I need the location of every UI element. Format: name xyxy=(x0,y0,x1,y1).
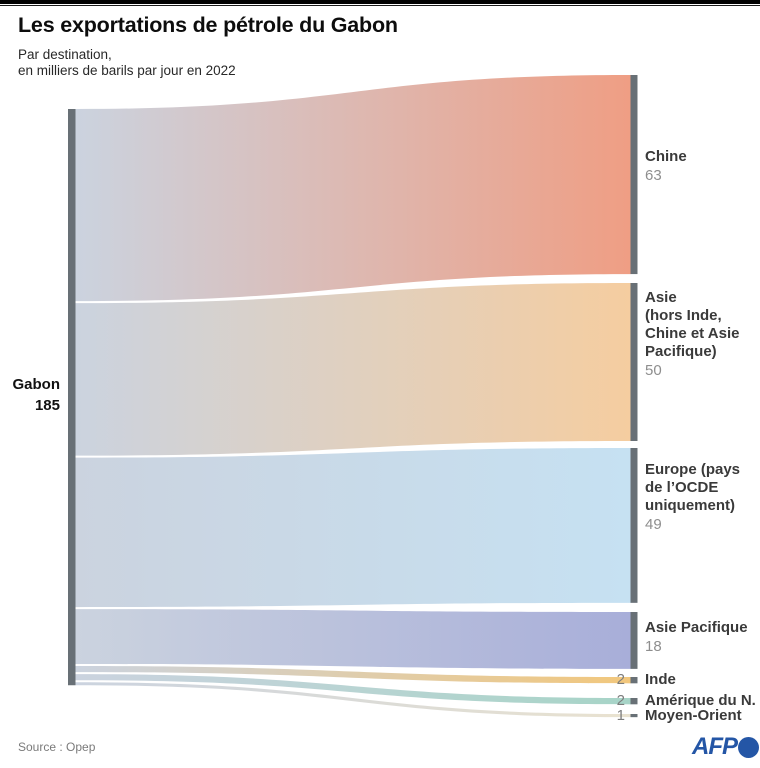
node-value-chine: 63 xyxy=(645,167,662,184)
page-title: Les exportations de pétrole du Gabon xyxy=(18,13,398,37)
node-value-europe: 49 xyxy=(645,516,662,533)
source-node-label: Gabon 185 xyxy=(0,374,61,416)
node-bar-right-3 xyxy=(630,612,638,669)
node-name-chine: Chine xyxy=(645,148,687,165)
node-value-asie-pacifique: 18 xyxy=(645,638,662,655)
node-value-asie: 50 xyxy=(645,362,662,379)
node-bar-right-5 xyxy=(630,698,638,705)
node-label-asie-pacifique: Asie Pacifique 18 xyxy=(645,619,748,656)
sankey-flow-2 xyxy=(75,448,631,608)
source-credit: Source : Opep xyxy=(18,740,96,754)
sankey-flow-1 xyxy=(75,283,631,456)
node-label-chine: Chine 63 xyxy=(645,148,687,185)
node-bar-right-1 xyxy=(630,283,638,441)
node-value-inde: 2 xyxy=(616,671,625,688)
source-node-name: Gabon xyxy=(12,376,61,393)
node-bar-right-4 xyxy=(630,677,638,684)
node-bar-right-0 xyxy=(630,75,638,275)
sankey-flow-5 xyxy=(75,674,631,705)
afp-logo-dot-icon xyxy=(738,736,759,758)
node-bar-right-2 xyxy=(630,448,638,603)
sankey-flow-6 xyxy=(75,682,631,718)
afp-logo: AFP xyxy=(692,733,759,761)
node-name-amerique: Amérique du N. xyxy=(645,692,756,709)
sankey-flow-3 xyxy=(75,609,631,669)
node-label-europe: Europe (pays de l’OCDE uniquement) 49 xyxy=(645,461,740,534)
node-name-asie-pacifique: Asie Pacifique xyxy=(645,619,748,636)
node-name-moyen-orient: Moyen-Orient xyxy=(645,707,742,724)
node-value-amerique: 2 xyxy=(616,692,625,709)
source-node-value: 185 xyxy=(34,397,60,414)
node-label-asie: Asie (hors Inde, Chine et Asie Pacifique… xyxy=(645,289,739,380)
top-thin-rule xyxy=(0,5,760,6)
node-name-inde: Inde xyxy=(645,671,676,688)
node-bar-left-gabon xyxy=(68,109,76,686)
node-value-moyen-orient: 1 xyxy=(616,707,625,724)
sankey-flow-4 xyxy=(75,666,631,684)
afp-logo-text: AFP xyxy=(692,733,738,760)
node-bar-right-6 xyxy=(630,714,638,718)
node-name-europe: Europe (pays de l’OCDE uniquement) xyxy=(645,461,741,514)
node-name-asie: Asie (hors Inde, Chine et Asie Pacifique… xyxy=(645,289,740,360)
page-subtitle: Par destination, en milliers de barils p… xyxy=(18,47,236,78)
sankey-flow-0 xyxy=(75,75,631,302)
top-black-bar xyxy=(0,0,760,4)
